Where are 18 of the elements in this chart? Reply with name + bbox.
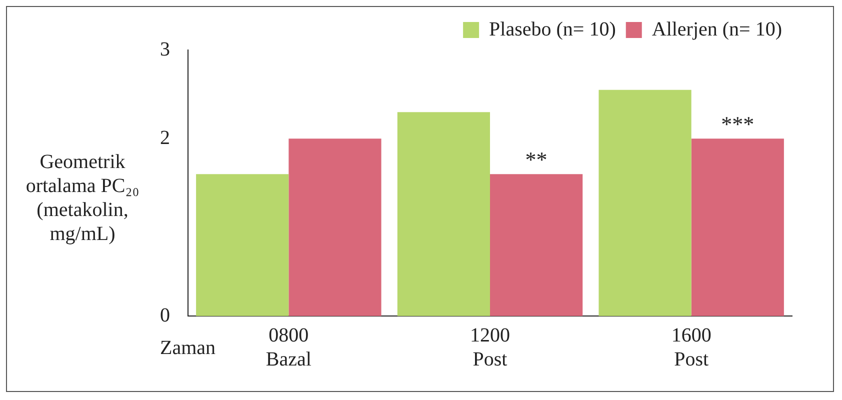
y-axis-title: Geometrik ortalama PC₂₀ (metakolin, mg/mL) xyxy=(24,150,140,246)
legend-label: Allerjen (n= 10) xyxy=(652,18,782,40)
annotation: *** xyxy=(721,111,754,136)
legend-label: Plasebo (n= 10) xyxy=(489,18,616,40)
x-axis-title: Zaman xyxy=(160,337,216,360)
y-tick-label: 2 xyxy=(160,126,170,149)
bar xyxy=(490,174,583,316)
bar xyxy=(598,90,692,316)
x-tick-label: 1600 Post xyxy=(671,324,712,370)
bar xyxy=(691,138,784,316)
bar xyxy=(397,112,490,316)
y-tick-label: 3 xyxy=(160,38,170,60)
bar xyxy=(288,138,382,316)
bar xyxy=(196,174,289,316)
annotation: ** xyxy=(525,146,548,172)
y-tick-label: 0 xyxy=(160,304,170,326)
x-tick-label: 0800 Bazal xyxy=(266,324,312,370)
x-tick-label: 1200 Post xyxy=(470,324,510,370)
